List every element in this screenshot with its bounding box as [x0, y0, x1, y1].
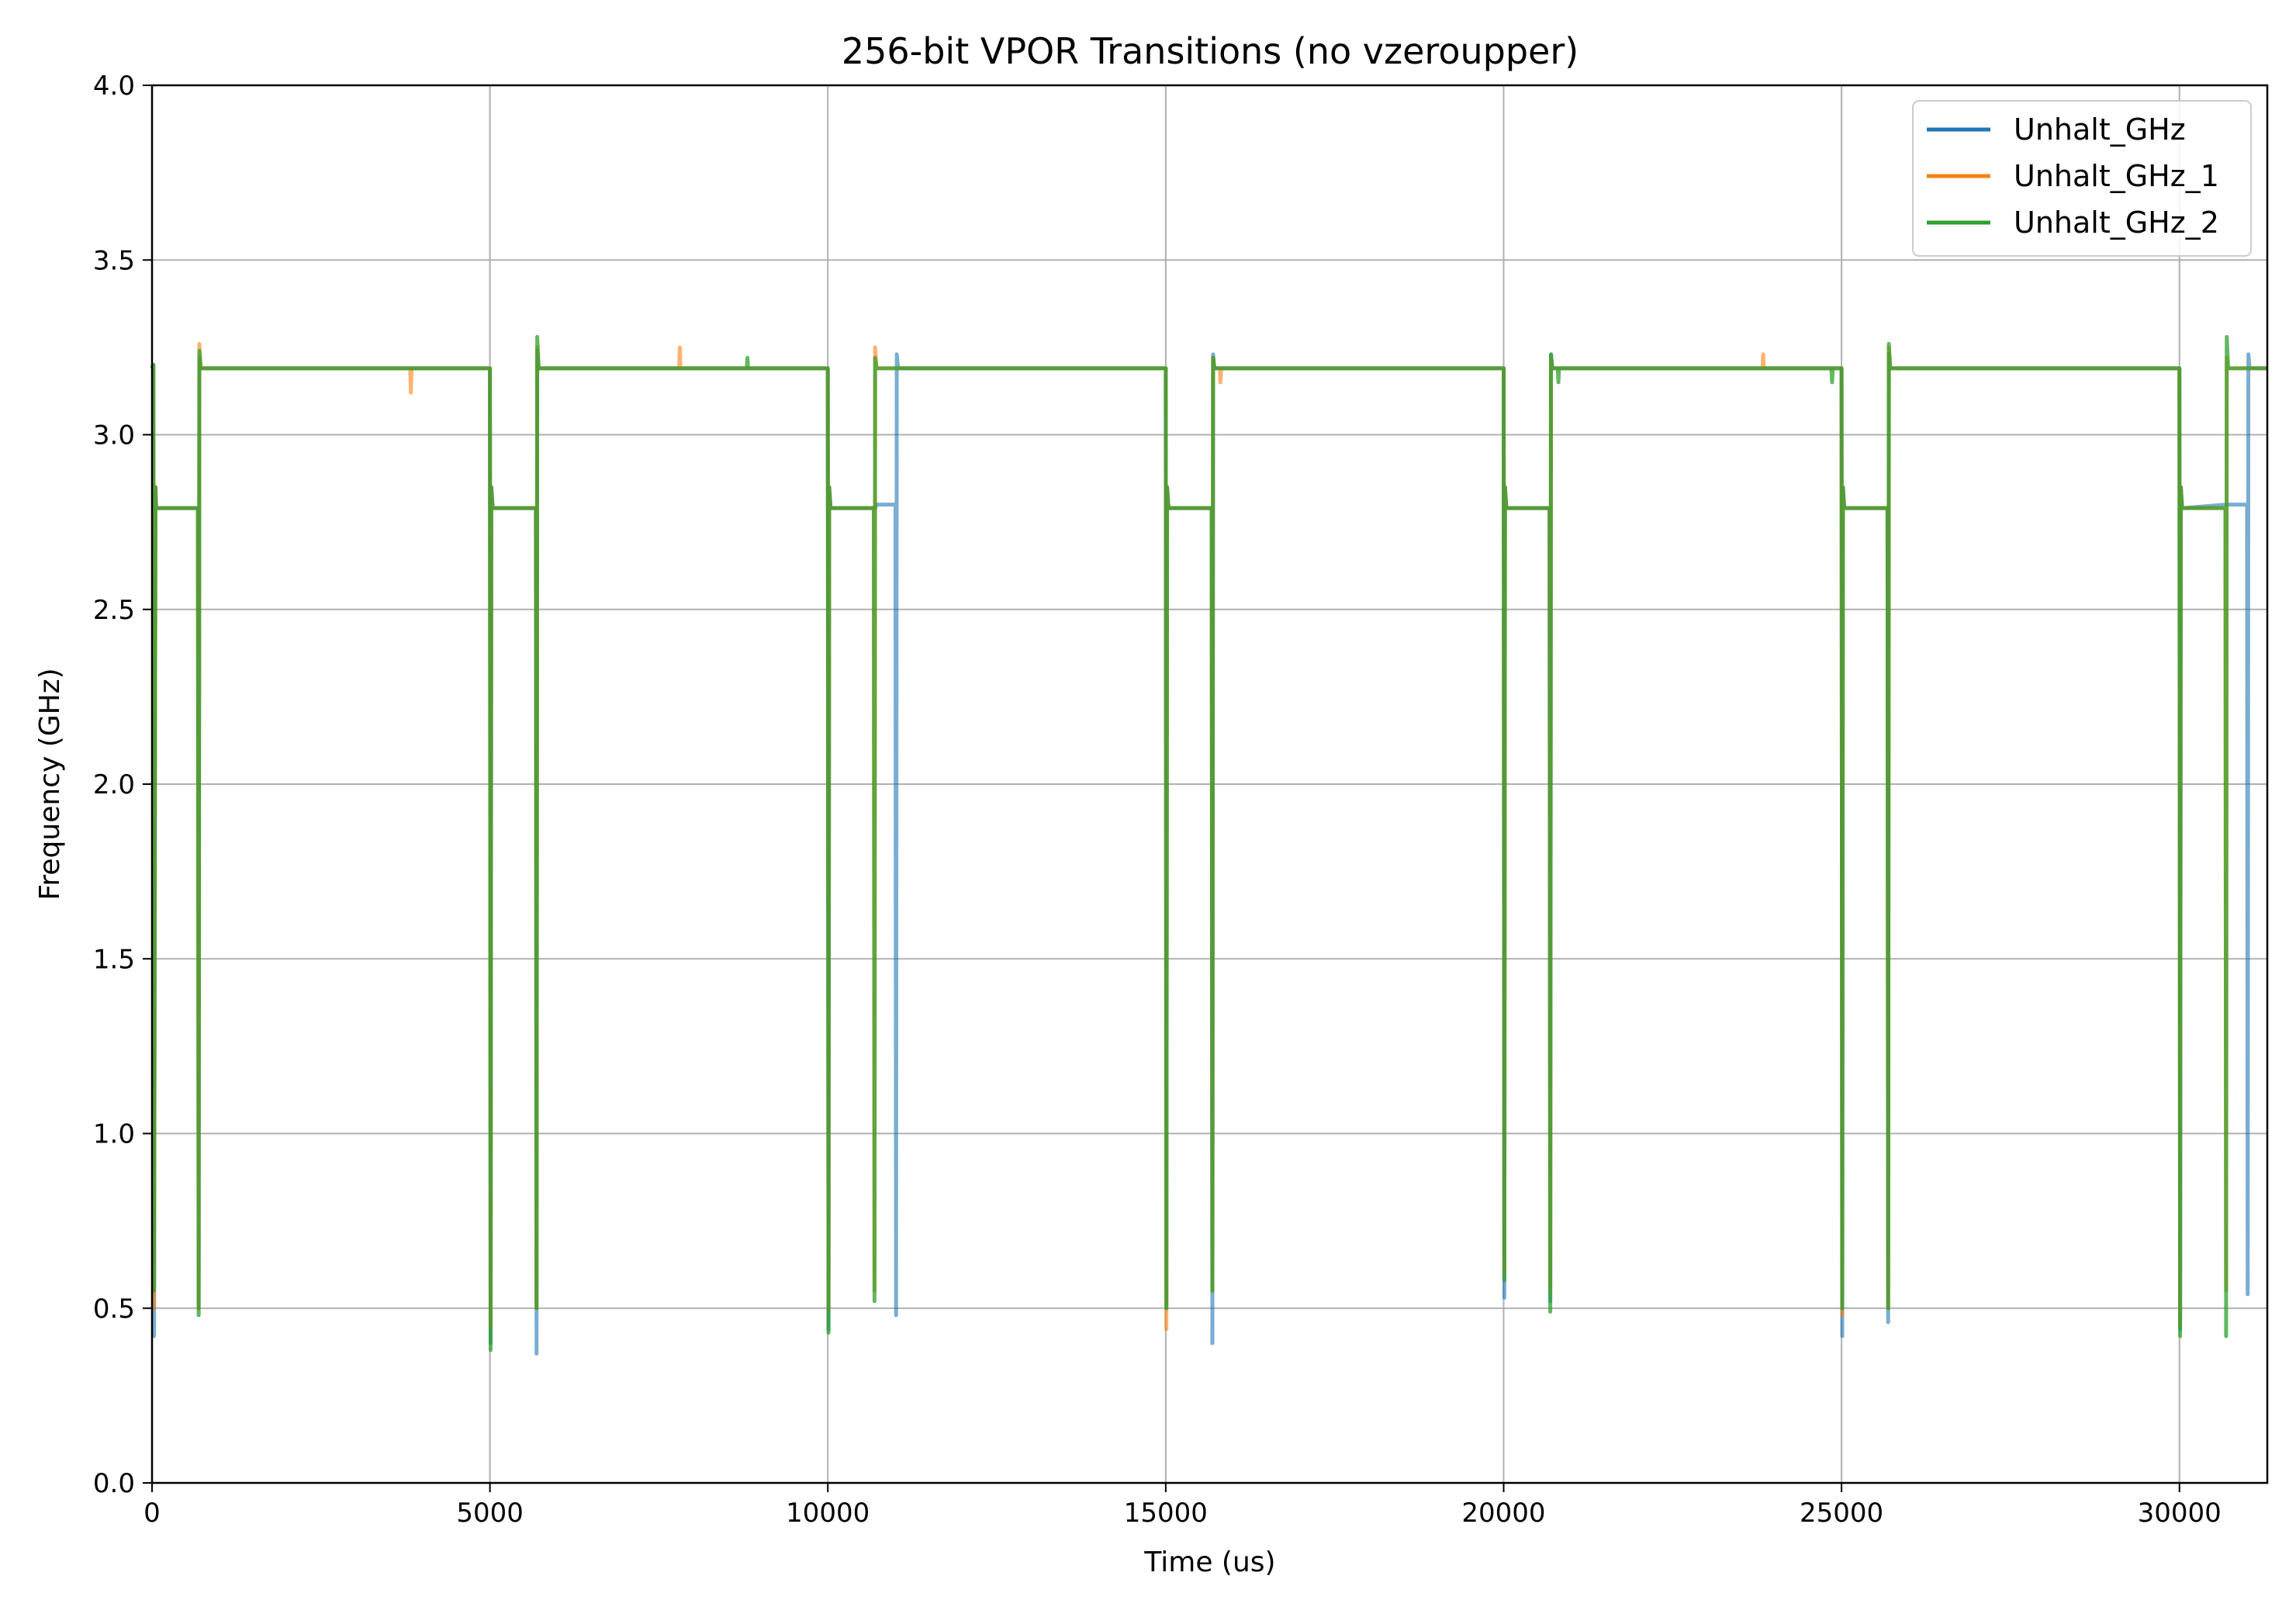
y-tick-label: 4.0	[93, 71, 135, 102]
x-tick-label: 20000	[1461, 1498, 1545, 1529]
series-line-unhalt-ghz-2	[150, 334, 2267, 1353]
y-axis-label: Frequency (GHz)	[34, 668, 66, 900]
y-tick-label: 0.0	[93, 1468, 135, 1499]
series-group	[150, 334, 2267, 1356]
legend: Unhalt_GHz Unhalt_GHz_1 Unhalt_GHz_2	[1912, 100, 2252, 257]
legend-label: Unhalt_GHz_2	[2014, 206, 2219, 240]
chart-title: 256-bit VPOR Transitions (no vzeroupper)	[842, 30, 1578, 72]
y-tick-label: 0.5	[93, 1294, 135, 1325]
y-tick-label: 3.0	[93, 420, 135, 451]
legend-label: Unhalt_GHz	[2014, 112, 2186, 147]
legend-box	[1912, 100, 2252, 257]
y-tick-label: 2.0	[93, 769, 135, 800]
y-axis-ticks: 0.0 0.5 1.0 1.5 2.0 2.5 3.0 3.5 4.0	[93, 71, 152, 1499]
x-tick-label: 15000	[1124, 1498, 1208, 1529]
y-tick-label: 2.5	[93, 595, 135, 626]
x-tick-label: 30000	[2138, 1498, 2222, 1529]
x-tick-label: 10000	[786, 1498, 870, 1529]
x-axis-ticks: 0 5000 10000 15000 20000 25000 30000	[144, 1483, 2222, 1529]
x-axis-label: Time (us)	[1143, 1547, 1275, 1578]
y-tick-label: 1.5	[93, 944, 135, 975]
y-tick-label: 3.5	[93, 245, 135, 276]
legend-label: Unhalt_GHz_1	[2014, 159, 2219, 193]
x-tick-label: 0	[144, 1498, 161, 1529]
y-tick-label: 1.0	[93, 1119, 135, 1150]
x-tick-label: 25000	[1800, 1498, 1883, 1529]
x-tick-label: 5000	[456, 1498, 524, 1529]
